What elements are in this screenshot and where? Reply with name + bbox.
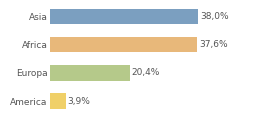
Text: 38,0%: 38,0%	[200, 12, 229, 21]
Bar	[50, 9, 199, 24]
Bar	[50, 65, 130, 81]
Bar	[50, 37, 197, 52]
Text: 3,9%: 3,9%	[67, 97, 90, 106]
Text: 37,6%: 37,6%	[199, 40, 227, 49]
Text: 20,4%: 20,4%	[132, 68, 160, 77]
Bar	[50, 93, 66, 109]
